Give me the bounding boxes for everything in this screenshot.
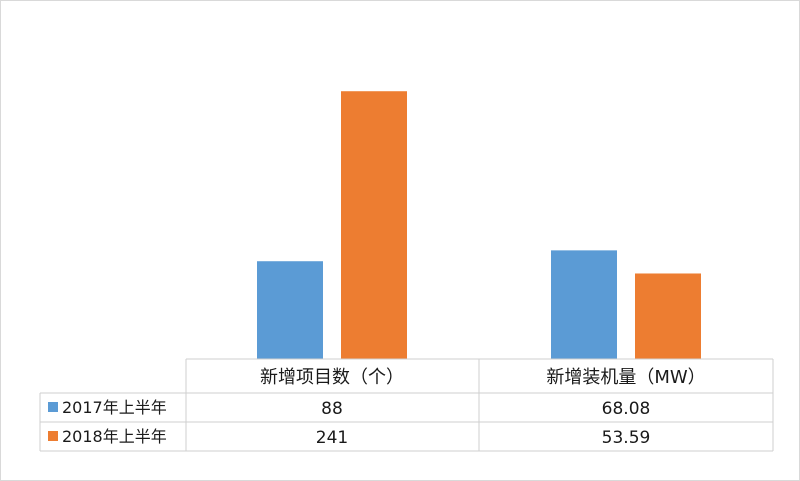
legend-label-2017: 2017年上半年 bbox=[62, 398, 167, 417]
bar-2017-projects bbox=[257, 261, 323, 359]
legend-key-2017 bbox=[48, 402, 58, 412]
bar-2018-projects bbox=[341, 91, 407, 359]
data-label-2017-capacity: 68.08 bbox=[602, 399, 651, 419]
data-label-2018-projects: 241 bbox=[316, 428, 348, 448]
bar-2017-capacity bbox=[551, 250, 617, 359]
bar-2018-capacity bbox=[635, 273, 701, 359]
data-table: 新增项目数（个） 新增装机量（MW） 2017年上半年 2018年上半年 88 … bbox=[39, 358, 774, 452]
legend-key-2018 bbox=[48, 431, 58, 441]
category-label-projects: 新增项目数（个） bbox=[260, 367, 404, 388]
category-label-capacity: 新增装机量（MW） bbox=[546, 367, 705, 388]
data-label-2018-capacity: 53.59 bbox=[602, 428, 651, 448]
legend-label-2018: 2018年上半年 bbox=[62, 427, 167, 446]
data-label-2017-projects: 88 bbox=[321, 399, 343, 419]
bars-group bbox=[257, 91, 701, 359]
